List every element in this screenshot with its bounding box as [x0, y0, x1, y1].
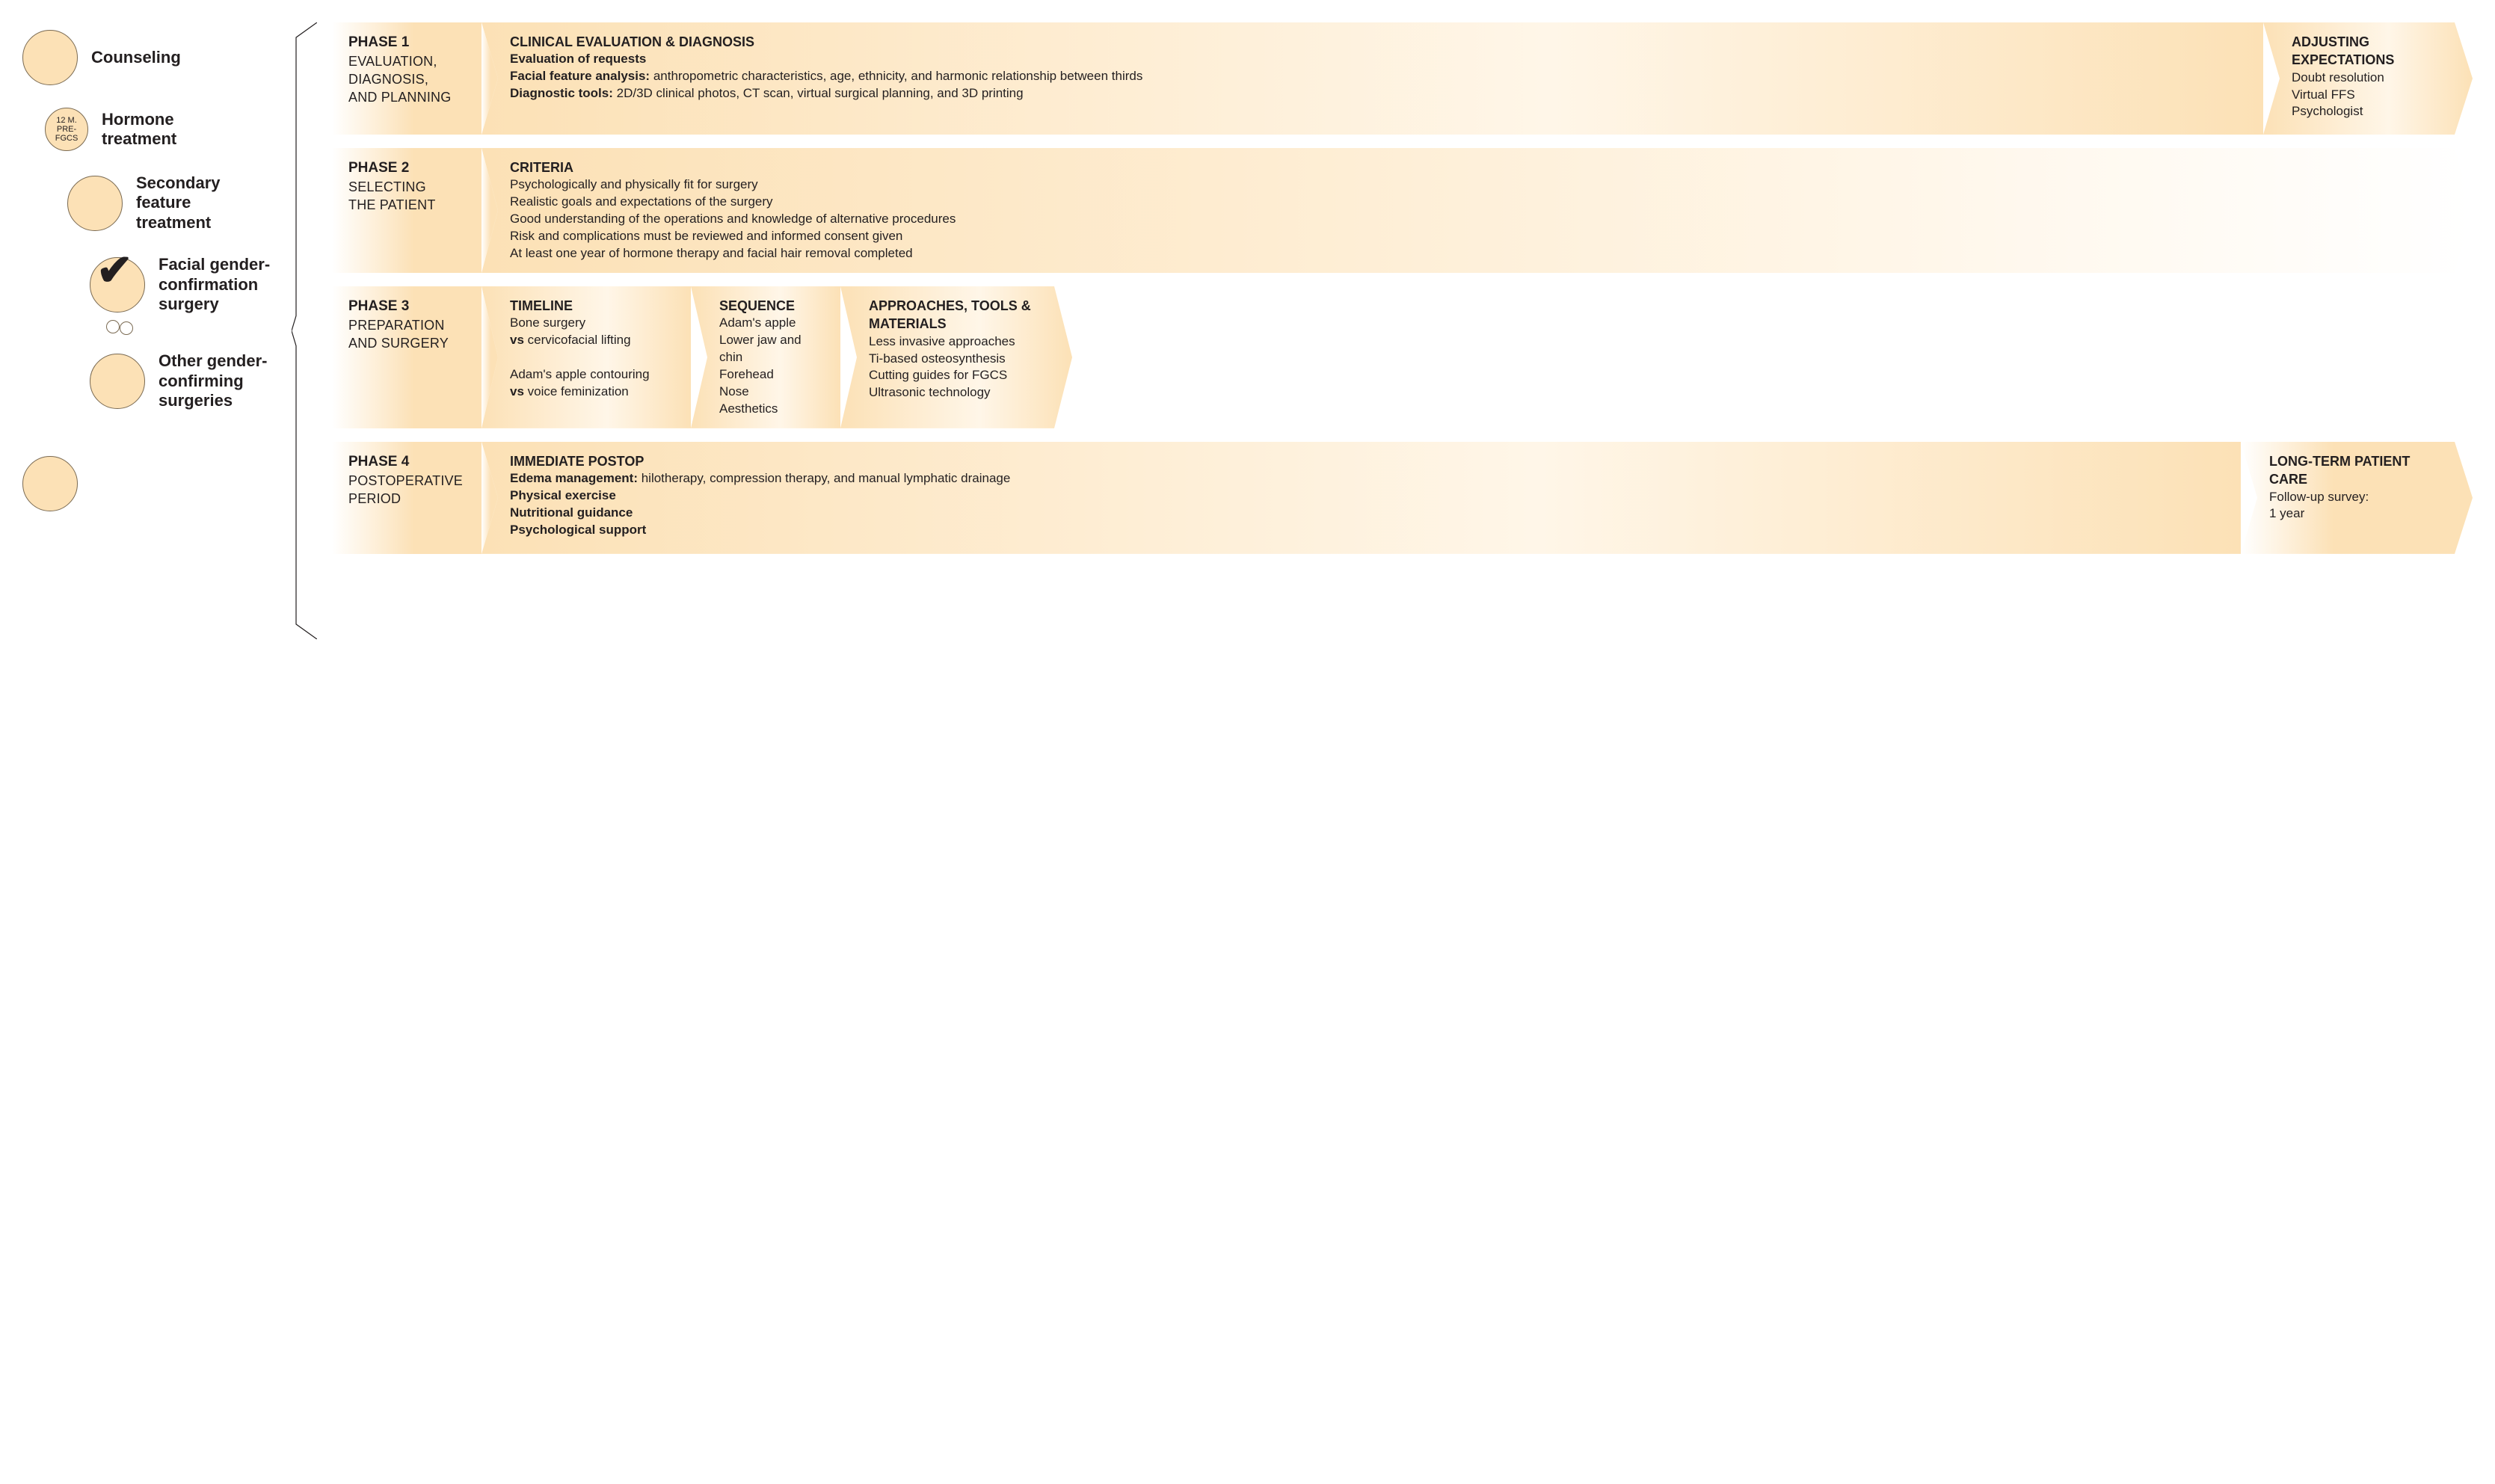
- phase-3-row: PHASE 3 PREPARATION AND SURGERY TIMELINE…: [332, 286, 2473, 428]
- p4s1-l2b: Nutritional guidance: [510, 505, 633, 520]
- bracket-connector: [292, 22, 317, 639]
- p3s2-l0: Adam's apple: [719, 315, 822, 332]
- circle-hormone-text: 12 M. PRE- FGCS: [55, 116, 79, 143]
- p1s2-l1: Virtual FFS: [2292, 87, 2443, 104]
- phase-4-subtitle: POSTOPERATIVE PERIOD: [348, 472, 464, 508]
- phase-3-label: PHASE 3: [348, 297, 464, 316]
- fgcs-flow-diagram: Counseling 12 M. PRE- FGCS Hormone treat…: [22, 22, 2473, 639]
- phase-1-label: PHASE 1: [348, 33, 464, 52]
- p3s1-l4b: vs: [510, 384, 524, 398]
- label-secondary: Secondary feature treatment: [136, 173, 277, 233]
- p4s1-l0r: hilotherapy, compression therapy, and ma…: [638, 471, 1010, 485]
- p3s2-l2: Forehead: [719, 366, 822, 384]
- p1s1-l2r: 2D/3D clinical photos, CT scan, virtual …: [613, 86, 1024, 100]
- phase-1-seg-clinical: CLINICAL EVALUATION & DIAGNOSIS Evaluati…: [482, 22, 2263, 135]
- step-hormone: 12 M. PRE- FGCS Hormone treatment: [45, 108, 277, 151]
- check-icon: ✔: [96, 244, 133, 295]
- phase-4-seg-immediate: IMMEDIATE POSTOP Edema management: hilot…: [482, 442, 2241, 554]
- p2s1-l2: Good understanding of the operations and…: [510, 211, 2443, 228]
- phase-1-subtitle: EVALUATION, DIAGNOSIS, AND PLANNING: [348, 52, 464, 107]
- phase-1-row: PHASE 1 EVALUATION, DIAGNOSIS, AND PLANN…: [332, 22, 2473, 135]
- p2s1-l0: Psychologically and physically fit for s…: [510, 176, 2443, 194]
- phase-4-row: PHASE 4 POSTOPERATIVE PERIOD IMMEDIATE P…: [332, 442, 2473, 554]
- left-steps-column: Counseling 12 M. PRE- FGCS Hormone treat…: [22, 22, 277, 511]
- label-fgcs: Facial gender- confirmation surgery: [159, 255, 277, 314]
- p1s1-l1b: Facial feature analysis:: [510, 69, 650, 83]
- step-end: [22, 456, 277, 511]
- p4s1-l3b: Psychological support: [510, 523, 646, 537]
- p3s3-l1: Ti-based osteosynthesis: [869, 351, 1042, 368]
- label-hormone: Hormone treatment: [102, 110, 176, 150]
- p4s2-title: LONG-TERM PATIENT CARE: [2269, 452, 2443, 489]
- circle-end: [22, 456, 78, 511]
- phase-3-subtitle: PREPARATION AND SURGERY: [348, 316, 464, 353]
- phase-3-seg-sequence: SEQUENCE Adam's apple Lower jaw and chin…: [691, 286, 840, 428]
- p3s3-l3: Ultrasonic technology: [869, 384, 1042, 401]
- p3s1-title: TIMELINE: [510, 297, 673, 315]
- p3s2-l3: Nose: [719, 384, 822, 401]
- p3s1-l1r: cervicofacial lifting: [524, 333, 631, 347]
- phase-4-seg-longterm: LONG-TERM PATIENT CARE Follow-up survey:…: [2241, 442, 2473, 554]
- phase-1-seg-adjusting: ADJUSTING EXPECTATIONS Doubt resolution …: [2263, 22, 2473, 135]
- p3s2-l4: Aesthetics: [719, 401, 822, 418]
- step-secondary: Secondary feature treatment: [67, 173, 277, 233]
- p3s2-title: SEQUENCE: [719, 297, 822, 315]
- phase-2-head: PHASE 2 SELECTING THE PATIENT: [332, 148, 482, 273]
- phase-3-head: PHASE 3 PREPARATION AND SURGERY: [332, 286, 482, 428]
- p3s1-l4r: voice feminization: [524, 384, 629, 398]
- phase-2-row: PHASE 2 SELECTING THE PATIENT CRITERIA P…: [332, 148, 2473, 273]
- step-other: Other gender- confirming surgeries: [90, 351, 277, 410]
- phases-column: PHASE 1 EVALUATION, DIAGNOSIS, AND PLANN…: [332, 22, 2473, 554]
- p4s1-l1b: Physical exercise: [510, 488, 616, 502]
- step-counseling: Counseling: [22, 30, 277, 85]
- phase-2-seg-criteria: CRITERIA Psychologically and physically …: [482, 148, 2473, 273]
- p1s1-l0b: Evaluation of requests: [510, 52, 646, 66]
- p4s1-l0b: Edema management:: [510, 471, 638, 485]
- p1s2-l0: Doubt resolution: [2292, 70, 2443, 87]
- p3s1-l3: Adam's apple contouring: [510, 366, 673, 384]
- p2s1-l3: Risk and complications must be reviewed …: [510, 228, 2443, 245]
- p1s2-l2: Psychologist: [2292, 103, 2443, 120]
- label-counseling: Counseling: [91, 48, 181, 67]
- phase-2-label: PHASE 2: [348, 158, 464, 178]
- phase-3-seg-approaches: APPROACHES, TOOLS & MATERIALS Less invas…: [840, 286, 1072, 428]
- circle-counseling: [22, 30, 78, 85]
- p1s1-l1r: anthropometric characteristics, age, eth…: [650, 69, 1142, 83]
- p2s1-l1: Realistic goals and expectations of the …: [510, 194, 2443, 211]
- phase-4-head: PHASE 4 POSTOPERATIVE PERIOD: [332, 442, 482, 554]
- p3s2-l1: Lower jaw and chin: [719, 332, 822, 366]
- phase-2-subtitle: SELECTING THE PATIENT: [348, 178, 464, 215]
- circle-fgcs: ✔: [90, 257, 145, 312]
- p2s1-title: CRITERIA: [510, 158, 2443, 176]
- p3s1-l1b: vs: [510, 333, 524, 347]
- p4s2-l1: 1 year: [2269, 505, 2443, 523]
- p1s2-title: ADJUSTING EXPECTATIONS: [2292, 33, 2443, 70]
- p3s3-title: APPROACHES, TOOLS & MATERIALS: [869, 297, 1042, 333]
- circle-secondary: [67, 176, 123, 231]
- p1s1-l2b: Diagnostic tools:: [510, 86, 613, 100]
- phase-4-label: PHASE 4: [348, 452, 464, 472]
- phase-1-head: PHASE 1 EVALUATION, DIAGNOSIS, AND PLANN…: [332, 22, 482, 135]
- step-fgcs: ✔ Facial gender- confirmation surgery: [90, 255, 277, 314]
- p3s1-l0: Bone surgery: [510, 315, 673, 332]
- p3s3-l0: Less invasive approaches: [869, 333, 1042, 351]
- p4s1-title: IMMEDIATE POSTOP: [510, 452, 2223, 470]
- phase-3-seg-timeline: TIMELINE Bone surgery vs cervicofacial l…: [482, 286, 691, 428]
- p2s1-l4: At least one year of hormone therapy and…: [510, 245, 2443, 262]
- p1s1-title: CLINICAL EVALUATION & DIAGNOSIS: [510, 33, 2245, 51]
- circle-other: [90, 354, 145, 409]
- p3s3-l2: Cutting guides for FGCS: [869, 367, 1042, 384]
- p3s1-sp: [510, 349, 673, 366]
- label-other: Other gender- confirming surgeries: [159, 351, 277, 410]
- circle-hormone: 12 M. PRE- FGCS: [45, 108, 88, 151]
- p4s2-l0: Follow-up survey:: [2269, 489, 2443, 506]
